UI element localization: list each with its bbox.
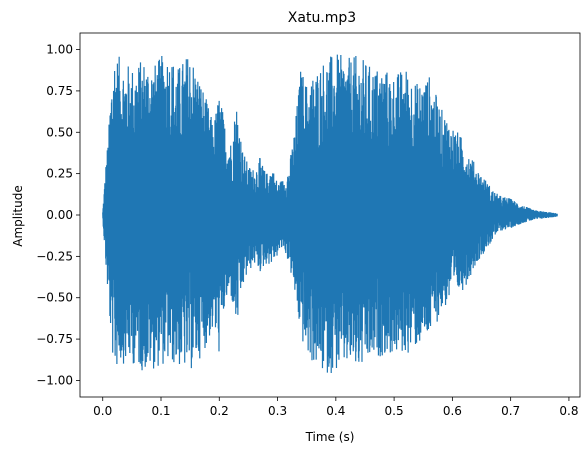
- y-tick-label: 0.00: [46, 208, 73, 222]
- chart-title: Xatu.mp3: [288, 10, 356, 26]
- y-axis-label: Amplitude: [11, 185, 25, 247]
- x-tick-label: 0.0: [93, 404, 112, 418]
- y-tick-label: 0.75: [46, 84, 73, 98]
- waveform-line: [102, 54, 558, 374]
- x-tick-label: 0.1: [151, 404, 170, 418]
- y-tick-label: 0.50: [46, 125, 73, 139]
- y-tick-label: −0.25: [36, 249, 73, 263]
- x-tick-label: 0.7: [501, 404, 520, 418]
- y-tick-label: −0.75: [36, 332, 73, 346]
- x-tick-label: 0.3: [268, 404, 287, 418]
- y-tick-label: −0.50: [36, 291, 73, 305]
- x-tick-label: 0.8: [559, 404, 578, 418]
- x-tick-label: 0.5: [385, 404, 404, 418]
- y-tick-label: −1.00: [36, 373, 73, 387]
- y-tick-label: 0.25: [46, 167, 73, 181]
- axes-frame: [79, 32, 581, 398]
- x-tick-label: 0.6: [443, 404, 462, 418]
- x-axis: 0.0 0.1 0.2 0.3 0.4 0.5 0.6 0.7 0.8: [93, 397, 578, 418]
- y-axis: −1.00 −0.75 −0.50 −0.25 0.00 0.25 0.50 0.75 1.00: [36, 43, 80, 387]
- x-tick-label: 0.4: [326, 404, 345, 418]
- x-tick-label: 0.2: [210, 404, 229, 418]
- plot-area: [102, 54, 558, 374]
- y-tick-label: 1.00: [46, 43, 73, 57]
- x-axis-label: Time (s): [305, 430, 355, 444]
